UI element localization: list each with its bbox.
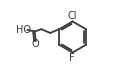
Text: O: O — [31, 39, 39, 49]
Text: HO: HO — [16, 25, 31, 35]
Text: F: F — [69, 53, 75, 63]
Text: Cl: Cl — [67, 11, 77, 21]
